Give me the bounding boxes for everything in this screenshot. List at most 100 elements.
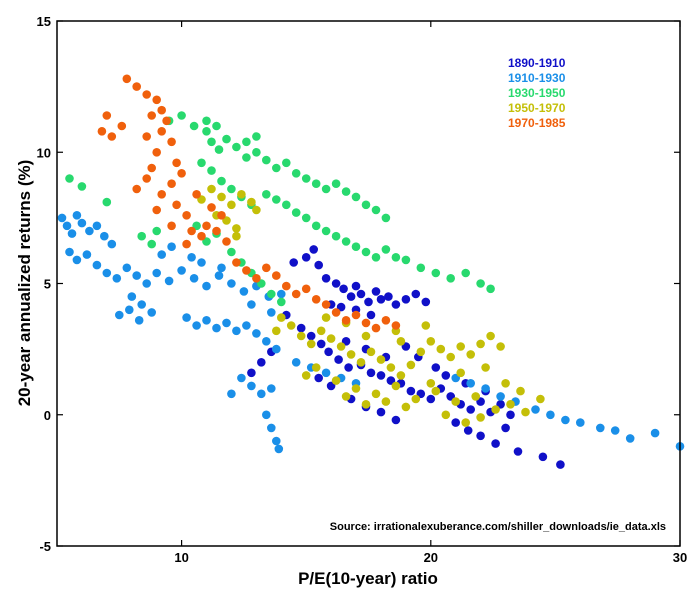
- point-1910-1930-19: [164, 276, 174, 286]
- point-1950-1970-52: [361, 400, 371, 409]
- point-1930-1950-36: [301, 213, 311, 223]
- point-1950-1970-17: [346, 350, 356, 359]
- point-1910-1930-57: [576, 418, 585, 427]
- point-1930-1950-50: [461, 268, 471, 278]
- y-tick-label-15: 15: [37, 14, 51, 29]
- point-1910-1930-66: [496, 392, 505, 401]
- point-1950-1970-65: [396, 337, 406, 346]
- point-1930-1950-57: [267, 289, 276, 299]
- point-1970-1985-30: [222, 237, 231, 246]
- data-points: [57, 74, 685, 469]
- point-1950-1970-27: [446, 352, 456, 362]
- point-1890-1910-3: [314, 260, 324, 270]
- point-1930-1950-37: [311, 221, 321, 231]
- point-1970-1985-40: [321, 300, 331, 309]
- point-1950-1970-53: [341, 392, 351, 401]
- point-1930-1950-46: [401, 255, 411, 265]
- point-1910-1930-52: [272, 436, 281, 446]
- point-1950-1970-11: [286, 321, 296, 330]
- y-tick-label-10: 10: [37, 145, 51, 160]
- point-1890-1910-13: [384, 292, 393, 301]
- x-tick-label-30: 30: [673, 550, 687, 565]
- y-axis-label: 20-year annualized returns (%): [15, 160, 34, 407]
- point-1890-1910-45: [376, 407, 386, 417]
- source-note: Source: irrationalexuberance.com/shiller…: [330, 521, 666, 533]
- point-1890-1910-46: [391, 415, 401, 425]
- point-1910-1930-37: [202, 316, 211, 325]
- point-1890-1910-10: [364, 297, 373, 307]
- point-1910-1930-45: [237, 373, 246, 383]
- point-1890-1910-7: [346, 292, 356, 301]
- point-1930-1950-65: [202, 116, 211, 126]
- point-1910-1930-15: [122, 263, 132, 273]
- point-1970-1985-33: [252, 274, 261, 283]
- point-1890-1910-15: [401, 295, 411, 304]
- legend-entry-1910-1930: 1910-1930: [508, 71, 566, 85]
- point-1950-1970-45: [521, 407, 530, 417]
- point-1970-1985-48: [192, 190, 201, 199]
- legend-entry-1930-1950: 1930-1950: [508, 86, 566, 100]
- point-1930-1950-14: [272, 163, 281, 173]
- point-1910-1930-68: [291, 358, 301, 367]
- point-1970-1985-38: [301, 284, 311, 294]
- point-1950-1970-29: [466, 350, 476, 359]
- point-1930-1950-20: [331, 179, 341, 188]
- point-1890-1910-25: [334, 355, 343, 364]
- point-1910-1930-18: [152, 268, 161, 278]
- point-1910-1930-28: [277, 289, 286, 299]
- point-1930-1950-16: [291, 169, 301, 178]
- point-1910-1930-20: [177, 266, 186, 275]
- point-1970-1985-42: [341, 316, 351, 325]
- point-1930-1950-40: [341, 237, 351, 246]
- point-1910-1930-38: [212, 323, 221, 333]
- point-1910-1930-7: [100, 231, 109, 241]
- point-1930-1950-44: [381, 245, 391, 254]
- point-1970-1985-4: [157, 105, 166, 115]
- point-1910-1930-10: [72, 255, 82, 265]
- point-1890-1910-59: [247, 368, 256, 378]
- point-1910-1930-54: [531, 405, 540, 414]
- point-1950-1970-3: [227, 200, 236, 210]
- point-1970-1985-26: [182, 239, 191, 249]
- point-1970-1985-29: [212, 226, 221, 236]
- point-1910-1930-21: [189, 274, 199, 283]
- legend-entry-1970-1985: 1970-1985: [508, 116, 566, 130]
- point-1970-1985-18: [157, 190, 166, 199]
- point-1970-1985-47: [391, 321, 401, 330]
- point-1910-1930-25: [239, 287, 249, 296]
- point-1930-1950-33: [272, 195, 281, 204]
- point-1970-1985-0: [122, 74, 132, 84]
- point-1890-1910-21: [366, 310, 376, 320]
- point-1910-1930-2: [67, 229, 77, 238]
- point-1910-1930-13: [102, 268, 112, 278]
- point-1950-1970-16: [336, 342, 346, 351]
- point-1890-1910-28: [366, 368, 376, 378]
- point-1910-1930-23: [214, 271, 224, 280]
- point-1930-1950-47: [416, 263, 426, 273]
- point-1930-1950-39: [331, 231, 341, 241]
- point-1950-1970-19: [366, 347, 376, 357]
- point-1910-1930-6: [92, 221, 102, 231]
- point-1890-1910-6: [339, 284, 348, 294]
- point-1910-1930-74: [167, 242, 176, 251]
- point-1970-1985-11: [102, 111, 112, 120]
- point-1970-1985-39: [311, 295, 321, 304]
- point-1970-1985-7: [157, 127, 166, 136]
- point-1950-1970-34: [311, 363, 321, 372]
- point-1890-1910-49: [476, 431, 485, 441]
- point-1970-1985-12: [97, 127, 107, 136]
- point-1950-1970-59: [421, 321, 431, 330]
- point-1890-1910-4: [321, 274, 331, 283]
- point-1910-1930-64: [466, 379, 476, 388]
- point-1910-1930-41: [242, 321, 251, 330]
- point-1930-1950-11: [242, 153, 251, 162]
- point-1910-1930-8: [107, 239, 117, 249]
- point-1890-1910-14: [391, 300, 401, 309]
- point-1910-1930-59: [610, 426, 620, 435]
- point-1950-1970-64: [426, 379, 436, 388]
- point-1950-1970-8: [232, 224, 241, 233]
- point-1910-1930-70: [321, 368, 331, 378]
- point-1910-1930-31: [147, 308, 156, 317]
- legend-entry-1950-1970: 1950-1970: [508, 101, 566, 115]
